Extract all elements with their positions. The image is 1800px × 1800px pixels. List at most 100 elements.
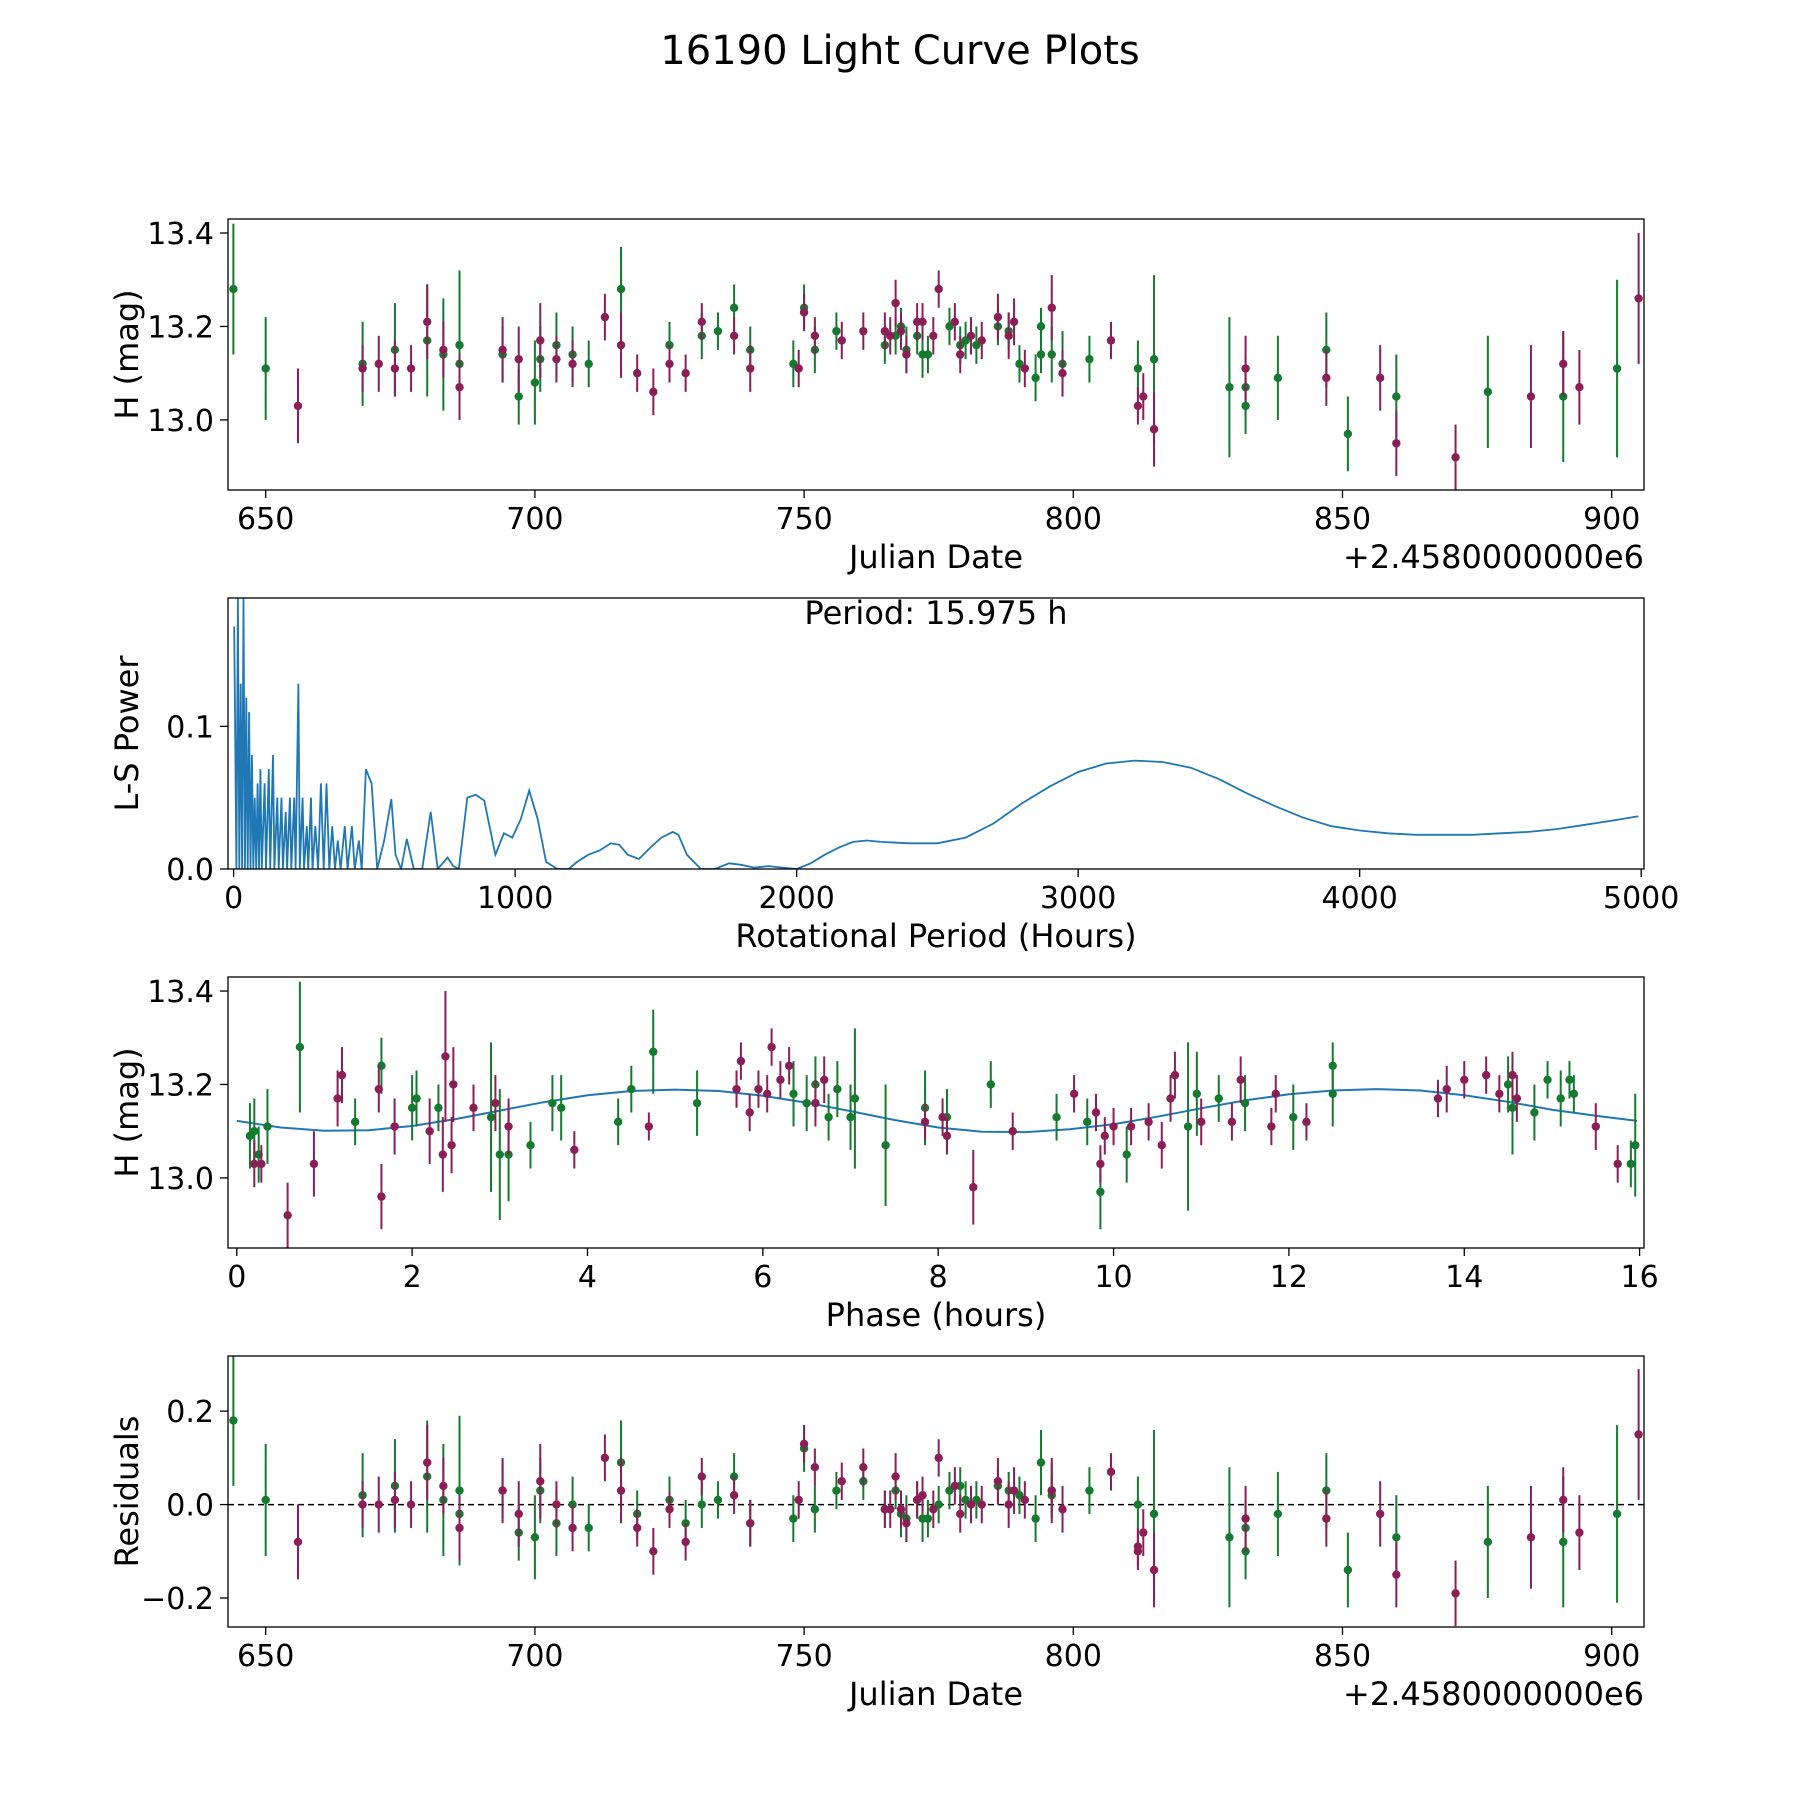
purple-data-point bbox=[837, 1477, 846, 1486]
purple-data-point bbox=[966, 331, 976, 341]
purple-data-point bbox=[891, 1472, 900, 1481]
green-data-point bbox=[1047, 350, 1056, 359]
x-tick-label: 4000 bbox=[1321, 881, 1397, 916]
green-data-point bbox=[1530, 1108, 1539, 1117]
purple-data-point bbox=[729, 331, 739, 341]
x-tick-label: 2 bbox=[403, 1260, 422, 1295]
purple-data-point bbox=[1069, 1089, 1079, 1099]
green-data-point bbox=[495, 1150, 505, 1159]
purple-data-point bbox=[1009, 317, 1019, 326]
purple-data-point bbox=[993, 1477, 1003, 1486]
purple-data-point bbox=[1091, 1108, 1101, 1117]
green-data-point bbox=[832, 326, 841, 336]
purple-data-point bbox=[600, 1453, 610, 1463]
green-data-point bbox=[263, 1122, 272, 1131]
green-data-point bbox=[1392, 1533, 1401, 1542]
purple-data-point bbox=[902, 1519, 911, 1528]
purple-data-point bbox=[681, 1537, 690, 1547]
purple-data-point bbox=[799, 308, 809, 317]
green-data-point bbox=[850, 1094, 860, 1103]
green-data-point bbox=[881, 1141, 890, 1150]
folded-plot-area bbox=[236, 981, 1640, 1248]
x-tick-label: 800 bbox=[1045, 502, 1102, 537]
purple-data-point bbox=[993, 312, 1003, 322]
purple-data-point bbox=[1267, 1122, 1276, 1131]
purple-data-point bbox=[600, 312, 610, 322]
purple-data-point bbox=[886, 1505, 895, 1514]
purple-data-point bbox=[1020, 1495, 1030, 1505]
x-tick-label: 12 bbox=[1270, 1260, 1308, 1295]
x-tick-label: 16 bbox=[1621, 1260, 1659, 1295]
purple-data-point bbox=[504, 1122, 513, 1131]
lightcurve-plot-area bbox=[229, 223, 1643, 490]
purple-data-point bbox=[665, 1505, 674, 1514]
purple-data-point bbox=[837, 336, 846, 345]
green-data-point bbox=[1328, 1089, 1337, 1099]
purple-data-point bbox=[681, 368, 690, 378]
purple-data-point bbox=[1433, 1094, 1443, 1103]
x-tick-label: 0 bbox=[227, 1260, 246, 1295]
x-tick-label: 8 bbox=[929, 1260, 948, 1295]
green-data-point bbox=[1559, 1537, 1568, 1547]
purple-data-point bbox=[406, 1500, 416, 1509]
figure-title: 16190 Light Curve Plots bbox=[660, 28, 1140, 74]
purple-data-point bbox=[896, 326, 906, 336]
purple-data-point bbox=[1559, 359, 1568, 369]
green-data-point bbox=[250, 1126, 259, 1136]
purple-data-point bbox=[1392, 439, 1401, 448]
purple-data-point bbox=[1526, 392, 1536, 401]
purple-data-point bbox=[632, 368, 642, 378]
purple-data-point bbox=[977, 1500, 986, 1509]
green-data-point bbox=[261, 364, 270, 373]
purple-data-point bbox=[1375, 1509, 1385, 1519]
y-tick-label: −0.2 bbox=[141, 1582, 214, 1617]
green-data-point bbox=[1085, 1486, 1094, 1495]
purple-data-point bbox=[1144, 1117, 1153, 1127]
purple-data-point bbox=[455, 1523, 464, 1533]
x-axis-label: Julian Date bbox=[847, 538, 1023, 576]
green-data-point bbox=[833, 1084, 842, 1094]
purple-data-point bbox=[250, 1159, 259, 1169]
purple-data-point bbox=[390, 364, 400, 373]
green-data-point bbox=[1392, 392, 1401, 401]
purple-data-point bbox=[746, 364, 755, 373]
purple-data-point bbox=[1100, 1131, 1109, 1141]
green-data-point bbox=[832, 1486, 841, 1495]
purple-data-point bbox=[293, 1537, 303, 1547]
purple-data-point bbox=[776, 1075, 785, 1084]
purple-data-point bbox=[977, 336, 986, 345]
purple-data-point bbox=[811, 1098, 820, 1108]
green-data-point bbox=[434, 1103, 443, 1113]
purple-data-point bbox=[1058, 368, 1067, 378]
purple-data-point bbox=[942, 1131, 952, 1141]
green-data-point bbox=[665, 340, 674, 350]
purple-data-point bbox=[1004, 1500, 1013, 1509]
purple-data-point bbox=[1634, 294, 1643, 303]
purple-data-point bbox=[358, 1500, 367, 1509]
purple-data-point bbox=[1241, 1514, 1250, 1523]
purple-data-point bbox=[754, 1084, 763, 1094]
residuals-axes-frame bbox=[227, 1355, 1645, 1628]
x-axis-label: Julian Date bbox=[847, 1675, 1023, 1713]
purple-data-point bbox=[969, 1183, 978, 1192]
purple-data-point bbox=[1392, 1570, 1401, 1579]
x-tick-label: 850 bbox=[1314, 502, 1371, 537]
purple-data-point bbox=[665, 359, 674, 369]
green-data-point bbox=[1133, 1500, 1143, 1509]
green-data-point bbox=[1631, 1141, 1640, 1150]
purple-data-point bbox=[697, 1472, 706, 1481]
green-data-point bbox=[1225, 1533, 1234, 1542]
green-data-point bbox=[1183, 1122, 1193, 1131]
y-axis-label: Residuals bbox=[108, 1416, 146, 1568]
purple-data-point bbox=[1133, 1542, 1143, 1551]
green-data-point bbox=[1289, 1112, 1298, 1122]
green-data-point bbox=[530, 1533, 540, 1542]
purple-data-point bbox=[293, 401, 303, 411]
green-data-point bbox=[1149, 354, 1159, 364]
lightcurve-panel: 650 700 750 800 850 900 13.0 13.2 13.4 Julian Dat… bbox=[108, 217, 1645, 576]
purple-data-point bbox=[938, 1112, 947, 1122]
purple-data-point bbox=[337, 1070, 347, 1080]
lightcurve-axes-frame bbox=[227, 218, 1645, 491]
purple-data-point bbox=[439, 345, 448, 355]
green-data-point bbox=[412, 1094, 421, 1103]
